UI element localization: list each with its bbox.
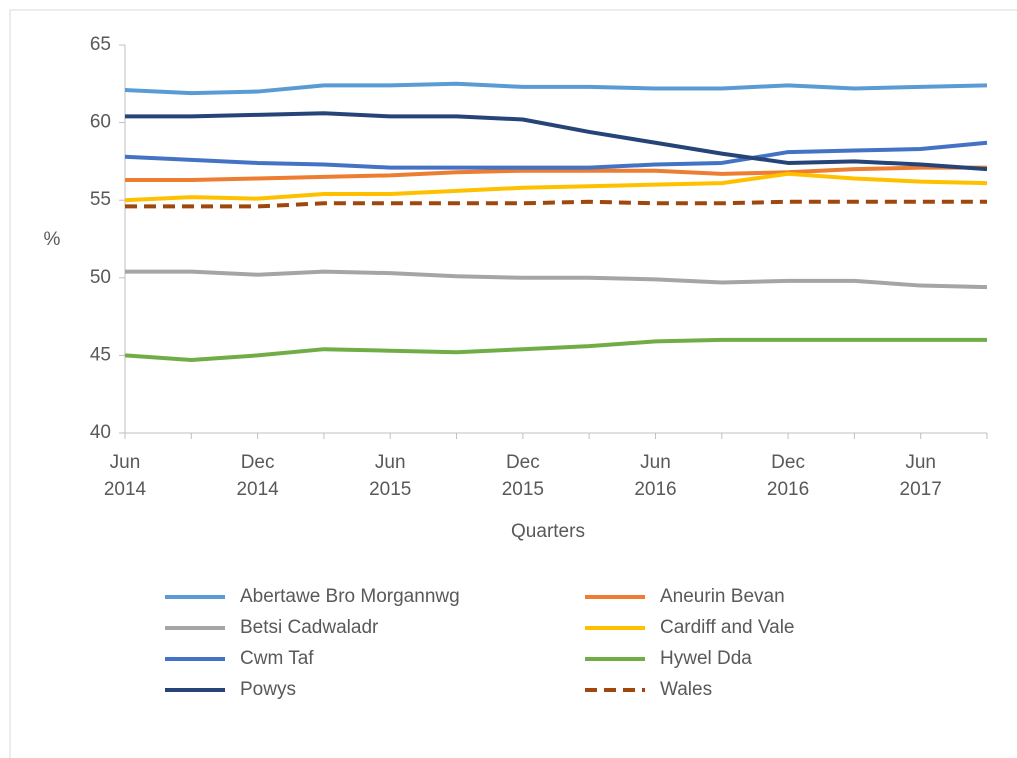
- legend-label: Wales: [660, 679, 712, 700]
- x-tick-label: Dec 2015: [501, 452, 544, 500]
- series-line: [124, 81, 988, 96]
- chart-frame: [9, 9, 1017, 758]
- y-tick-label: 50: [90, 267, 111, 288]
- legend-label: Aneurin Bevan: [660, 586, 785, 607]
- legend-label: Powys: [240, 679, 296, 700]
- x-tick-label-box: Jun 2015: [369, 452, 412, 500]
- series-line: [125, 199, 987, 209]
- x-tick-label-box: Jun 2014: [103, 452, 147, 500]
- y-tick-label: 40: [90, 422, 111, 443]
- x-tick-label-box: Dec 2016: [766, 452, 810, 500]
- y-axis-label: %: [44, 229, 61, 250]
- legend-label: Hywel Dda: [660, 648, 752, 669]
- x-tick-label: Dec 2014: [236, 452, 279, 500]
- legend-label: Abertawe Bro Morgannwg: [240, 586, 460, 607]
- x-tick-label-box: Jun 2017: [899, 452, 942, 500]
- series-line: [125, 269, 988, 290]
- legend-label: Cwm Taf: [240, 648, 314, 669]
- y-tick-label: 60: [90, 112, 111, 133]
- legend-label: Betsi Cadwaladr: [240, 617, 379, 638]
- series-line: [125, 165, 987, 183]
- x-tick-label: Jun 2015: [369, 452, 412, 500]
- x-tick-label: Jun 2014: [103, 452, 147, 500]
- x-axis-label: Quarters: [511, 521, 585, 542]
- y-tick-label: 55: [90, 189, 111, 210]
- y-tick-label: 65: [90, 34, 111, 55]
- series-line: [125, 111, 988, 172]
- x-tick-label: Dec 2016: [766, 452, 810, 500]
- x-tick-label-box: Dec 2015: [501, 452, 544, 500]
- y-tick-label: 45: [90, 344, 111, 365]
- x-tick-label: Jun 2016: [634, 452, 677, 500]
- series-line: [124, 171, 988, 203]
- x-tick-label-box: Jun 2016: [634, 452, 677, 500]
- series-line: [124, 337, 987, 363]
- series-line: [124, 140, 988, 170]
- x-tick-label: Jun 2017: [899, 452, 942, 500]
- legend-label: Cardiff and Vale: [660, 617, 795, 638]
- x-tick-label-box: Dec 2014: [236, 452, 279, 500]
